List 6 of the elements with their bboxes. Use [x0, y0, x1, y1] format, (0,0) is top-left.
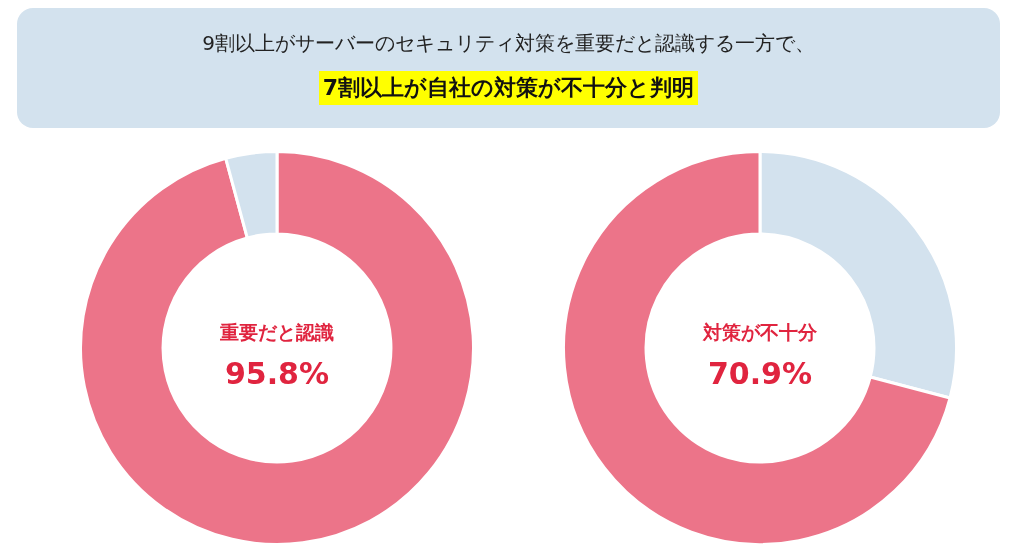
text: 9割以上がサーバーのセキュリティ対策を重要だと認識する一方で、 — [201, 30, 816, 57]
slice-label: 対策が不十分 — [702, 320, 818, 343]
slice-label: 重要だと認識 — [219, 320, 334, 343]
data-label: 95.8% — [224, 355, 330, 391]
text: 7割以上が自社の対策が不十分と判明 — [318, 71, 699, 105]
data-label: 70.9% — [707, 355, 813, 391]
